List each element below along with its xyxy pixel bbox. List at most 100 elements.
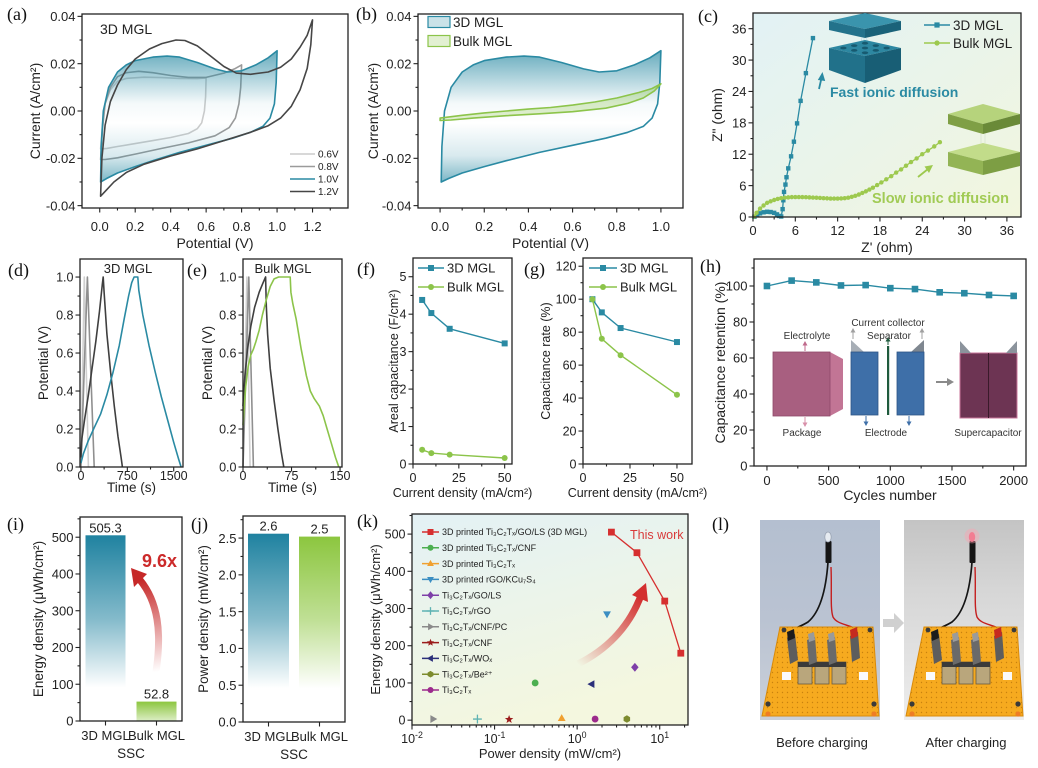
category-label: 3D MGL <box>81 728 129 743</box>
trend-arrow-head <box>632 583 648 602</box>
bar-value-label: 2.6 <box>259 519 277 534</box>
x-tick-label: 0.8 <box>608 219 626 234</box>
y-tick-label: 0.2 <box>219 423 236 437</box>
series-ti3c2tx-rgo <box>473 714 482 724</box>
legend-swatch <box>427 15 451 29</box>
series-curve-4 <box>80 276 182 468</box>
x-tick-label: 0 <box>749 223 756 238</box>
data-point-circle <box>903 163 909 168</box>
panel-label: (d) <box>8 260 29 281</box>
x-tick-label: 1.2 <box>303 219 321 234</box>
legend-label: 3D MGL <box>453 15 504 30</box>
plot-frame <box>242 515 346 723</box>
data-point-square <box>764 209 770 214</box>
series-curve-1 <box>763 277 1017 300</box>
data-point-square <box>961 289 968 297</box>
data-point-square <box>1010 292 1017 300</box>
data-point-circle <box>856 192 861 197</box>
x-axis-label: Time (s) <box>107 480 156 495</box>
plot-title: 3D MGL <box>100 21 152 37</box>
separator-arrow-head <box>885 337 891 342</box>
series-line <box>610 531 682 654</box>
y-tick-label: 1.0 <box>218 641 236 656</box>
data-point-square <box>936 289 943 296</box>
legend-label: Ti₃C₂Tₓ <box>442 685 471 695</box>
legend-label: Bulk MGL <box>447 280 504 295</box>
legend-item: 3D printed Ti₃C₂Tₓ/CNF <box>422 543 537 553</box>
data-point-circle <box>446 451 453 458</box>
data-point-square <box>887 284 894 292</box>
data-point-circle <box>893 170 899 175</box>
series-ti3c2tx-go-ls <box>631 662 639 672</box>
upper-slab-right <box>983 114 1020 134</box>
data-point-square <box>501 340 508 347</box>
legend: 3D MGL Bulk MGL <box>418 261 504 295</box>
data-point-circle <box>589 296 596 303</box>
legend-marker-square <box>428 265 434 271</box>
data-point-circle <box>863 189 869 194</box>
y-tick-label: 60 <box>563 359 577 373</box>
data-point-circle <box>796 194 802 200</box>
dense-block-right <box>983 152 1020 175</box>
panel-b: (b) -0.04 -0.02 0.00 0.02 0.04 0.0 0.2 0.4 0.6 0.8… <box>356 4 684 251</box>
legend-label: 3D MGL <box>620 261 668 276</box>
legend-marker-hexagon <box>427 670 434 678</box>
package-side <box>830 352 843 416</box>
legend-label: 3D printed Ti₃C₂Tₓ <box>442 559 515 569</box>
data-point-square <box>768 209 773 215</box>
panel-label: (e) <box>187 260 207 281</box>
y-tick-label: 300 <box>52 603 74 618</box>
x-tick-label: 750 <box>117 469 138 483</box>
led-off <box>824 531 832 543</box>
legend-item: 3D printed Ti₃C₂Tₓ <box>422 559 515 569</box>
legend-item: Ti₃C₂Tₓ/WOₓ <box>422 654 492 664</box>
data-point-triangle-up <box>557 714 566 721</box>
y-tick-label: -0.02 <box>46 151 76 166</box>
legend-label: Ti₃C₂Tₓ/Be²⁺ <box>442 669 493 679</box>
data-point-square <box>788 277 795 284</box>
y-tick-label: 0.5 <box>218 678 236 693</box>
data-point-square <box>783 182 788 187</box>
data-point-square <box>633 549 641 557</box>
legend-item: Bulk MGL <box>924 36 1013 51</box>
legend-item: Ti₃C₂Tₓ <box>422 685 471 695</box>
x-tick-label: 500 <box>818 473 840 488</box>
legend-item: 0.8V <box>290 162 339 173</box>
y-axis-label: Capacitance rate (%) <box>539 302 553 419</box>
data-point-circle <box>617 352 624 359</box>
data-point-circle <box>817 195 823 201</box>
series-3d-printed-rgo-kcu7s4 <box>603 611 611 619</box>
legend-label: Ti₃C₂Tₓ/CNF/PC <box>442 622 508 632</box>
x-tick-label: 1500 <box>160 469 188 483</box>
data-point-circle <box>531 679 539 687</box>
x-axis-label: Power density (mW/cm²) <box>479 746 621 761</box>
x-tick-label: 0.4 <box>519 219 537 234</box>
data-point-circle <box>757 206 763 211</box>
x-tick-label: 0.6 <box>564 219 582 234</box>
x-tick-label: 36 <box>1000 223 1014 238</box>
series-curve-3 <box>242 276 285 468</box>
data-point-square <box>757 211 763 216</box>
x-tick-label: 150 <box>330 469 351 483</box>
bar-bulk-mgl <box>299 536 340 722</box>
tick-exponent: 0 <box>582 730 587 740</box>
panel-label: (g) <box>524 259 545 280</box>
series-3d-printed-ti3c2tx-go-ls-3d-mgl <box>608 528 685 657</box>
legend-item: Ti₃C₂Tₓ/Be²⁺ <box>422 669 493 679</box>
slow-diffusion-label: Slow ionic diffusion <box>872 191 1009 207</box>
legend-swatch <box>427 34 451 48</box>
annotation-layer: Fast ionic diffusion Slow ionic diffusio… <box>131 13 1024 750</box>
data-point-circle <box>835 196 840 201</box>
y-tick-label: -0.02 <box>382 151 412 166</box>
legend-item: Ti₃C₂Tₓ/GO/LS <box>422 590 501 600</box>
legend: 3D printed Ti₃C₂Tₓ/GO/LS (3D MGL) 3D prin… <box>422 527 587 695</box>
data-point-circle <box>501 455 508 462</box>
slow-arrow-icon <box>917 168 929 178</box>
data-point-square <box>781 198 786 203</box>
bar-value-label: 2.5 <box>310 522 328 537</box>
data-point-circle <box>789 194 794 200</box>
y-tick-label: 1.0 <box>56 271 73 285</box>
y-tick-label: 0.04 <box>50 9 75 24</box>
